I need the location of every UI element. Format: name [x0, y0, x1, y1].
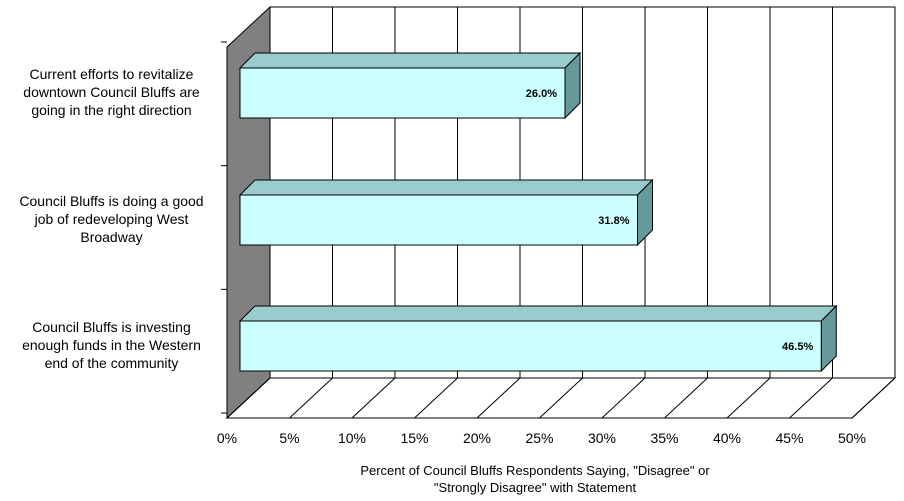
floor-gridline-25 — [539, 377, 583, 419]
category-label-line: end of the community — [44, 355, 179, 371]
category-label-line: downtown Council Bluffs are — [23, 84, 200, 100]
x-tick-label: 45% — [775, 430, 803, 446]
category-label: Council Bluffs is investing enough funds … — [4, 318, 219, 372]
category-label-line: enough funds in the Western — [22, 337, 201, 353]
x-tick-label: 15% — [400, 430, 428, 446]
category-label-line: job of redeveloping West — [34, 211, 189, 227]
floor-gridline-15 — [414, 377, 458, 419]
category-label-line: Current efforts to revitalize — [29, 66, 194, 82]
category-label-line: Council Bluffs is doing a good — [19, 193, 204, 209]
x-tick-label: 35% — [650, 430, 678, 446]
floor-gridline-30 — [601, 377, 646, 419]
bar-front-face — [239, 67, 566, 119]
x-axis-title-line-1: Percent of Council Bluffs Respondents Sa… — [360, 463, 710, 478]
bar-2: 31.8% — [238, 178, 654, 247]
bar-1: 26.0% — [238, 51, 582, 120]
category-label: Council Bluffs is doing a good job of red… — [4, 192, 219, 246]
category-label: Current efforts to revitalize downtown Co… — [4, 65, 219, 119]
x-tick-label: 50% — [838, 430, 866, 446]
x-axis-title-line-2: "Strongly Disagree" with Statement — [433, 480, 637, 495]
bar-top-face — [238, 179, 654, 196]
bar-top-face — [238, 305, 838, 322]
x-tick-labels: 0% 5% 10% 15% 20% 25% 30% 35% 40% 45% 50% — [217, 430, 866, 446]
bar-value-label: 26.0% — [526, 88, 557, 100]
bar-top-face — [238, 52, 582, 69]
floor-gridline-50 — [851, 377, 896, 419]
category-label-line: Council Bluffs is investing — [32, 319, 191, 335]
x-axis-title: Percent of Council Bluffs Respondents Sa… — [300, 462, 770, 496]
x-tick-label: 25% — [525, 430, 553, 446]
floor-gridline-35 — [664, 377, 708, 419]
floor-gridline-5 — [289, 377, 333, 419]
bars: 26.0% 31.8% 46.5% — [238, 51, 838, 373]
x-tick-label: 5% — [279, 430, 299, 446]
category-label-line: going in the right direction — [31, 102, 192, 118]
x-tick-label: 0% — [217, 430, 237, 446]
floor-gridline-10 — [351, 377, 396, 419]
bar-front-face — [239, 320, 822, 372]
x-tick-label: 10% — [338, 430, 366, 446]
category-label-line: Broadway — [80, 229, 143, 245]
bar-value-label: 46.5% — [782, 341, 813, 353]
floor-gridline-0 — [226, 377, 271, 419]
bar-value-label: 31.8% — [598, 215, 629, 227]
x-tick-label: 40% — [713, 430, 741, 446]
floor-gridline-40 — [726, 377, 771, 419]
x-tick-label: 30% — [588, 430, 616, 446]
bar-front-face — [239, 194, 638, 246]
x-tick-label: 20% — [463, 430, 491, 446]
floor-gridline-20 — [476, 377, 521, 419]
floor-gridline-45 — [789, 377, 833, 419]
bar-3: 46.5% — [238, 304, 838, 373]
